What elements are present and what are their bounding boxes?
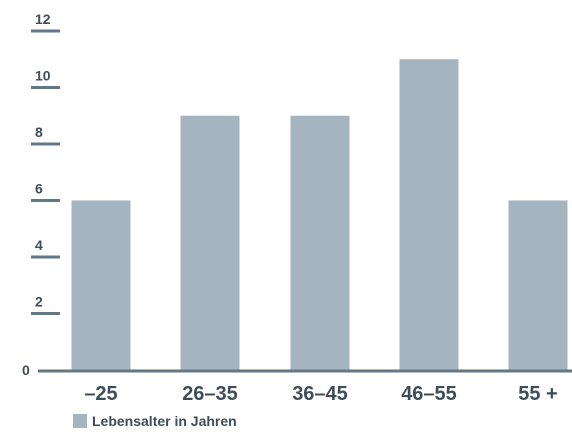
bar-3	[290, 115, 350, 370]
y-tick-label-4: 4	[35, 237, 43, 253]
legend-label: Lebensalter in Jahren	[92, 413, 237, 429]
x-tick-label-4: 46–55	[401, 383, 457, 405]
y-tick-label-10: 10	[35, 68, 51, 84]
y-tick-label-12: 12	[35, 11, 51, 27]
y-tick-label-2: 2	[35, 294, 43, 310]
y-tick-label-8: 8	[35, 124, 43, 140]
bar-1	[71, 200, 131, 370]
y-tick-label-0: 0	[22, 362, 30, 378]
bar-2	[180, 115, 240, 370]
bar-4	[399, 59, 459, 370]
x-tick-label-2: 26–35	[182, 383, 238, 405]
legend-swatch	[73, 414, 87, 428]
y-tick-label-6: 6	[35, 181, 43, 197]
bar-5	[508, 200, 568, 370]
x-tick-label-1: –25	[84, 383, 117, 405]
x-tick-label-5: 55 +	[518, 383, 557, 405]
x-tick-label-3: 36–45	[292, 383, 348, 405]
